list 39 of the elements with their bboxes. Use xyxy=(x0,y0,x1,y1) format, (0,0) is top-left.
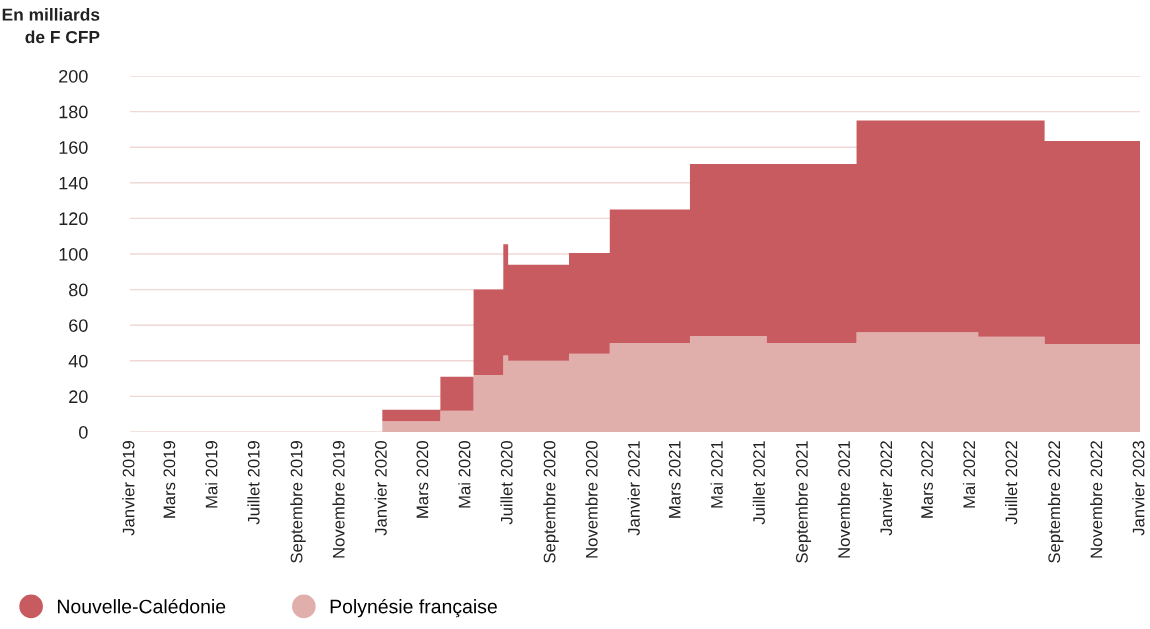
x-tick-label: Mai 2020 xyxy=(458,440,471,508)
x-tick-label: Janvier 2020 xyxy=(374,440,387,536)
y-tick-label: 60 xyxy=(69,319,88,332)
x-tick-label: Janvier 2022 xyxy=(879,441,893,536)
x-tick-label: Septembre 2020 xyxy=(543,440,559,563)
x-tick-label: Janvier 2023 xyxy=(1132,441,1145,536)
legend-label: Polynésie française xyxy=(330,598,497,618)
y-tick-label: 20 xyxy=(69,390,88,404)
x-tick-label: Septembre 2021 xyxy=(795,441,812,563)
y-tick-label: 100 xyxy=(59,247,88,261)
x-tick-label: Mai 2019 xyxy=(205,441,218,508)
x-tick-label: Mars 2022 xyxy=(921,441,933,518)
y-tick-label: 160 xyxy=(59,141,88,154)
x-tick-label: Juillet 2019 xyxy=(247,441,260,525)
x-tick-label: Septembre 2022 xyxy=(1047,441,1064,563)
y-axis-title: En milliards de F CFP xyxy=(2,8,100,44)
x-tick-label: Novembre 2021 xyxy=(837,441,850,558)
y-tick-label: 120 xyxy=(59,212,88,226)
x-tick-label: Novembre 2019 xyxy=(332,441,345,558)
x-tick-label: Juillet 2020 xyxy=(500,440,513,525)
x-tick-label: Septembre 2019 xyxy=(290,441,306,563)
x-tick-label: Janvier 2019 xyxy=(122,441,135,536)
y-tick-label: 40 xyxy=(68,354,88,368)
legend-label: Nouvelle-Calédonie xyxy=(57,598,226,614)
x-tick-label: Novembre 2022 xyxy=(1090,441,1103,558)
y-tick-label: 200 xyxy=(59,69,88,83)
x-tick-label: Mai 2021 xyxy=(710,441,723,508)
x-tick-label: Juillet 2021 xyxy=(752,441,765,525)
x-tick-label: Mai 2022 xyxy=(962,441,976,508)
y-tick-label: 80 xyxy=(69,283,88,297)
x-tick-label: Janvier 2021 xyxy=(627,441,640,536)
y-tick-label: 180 xyxy=(59,105,88,119)
x-tick-label: Mars 2020 xyxy=(416,440,429,518)
x-tick-label: Novembre 2020 xyxy=(585,440,598,558)
y-tick-label: 140 xyxy=(59,176,88,190)
y-tick-label: 0 xyxy=(79,425,88,439)
x-tick-label: Mars 2021 xyxy=(668,441,681,518)
x-tick-label: Juillet 2022 xyxy=(1005,441,1018,525)
x-tick-label: Mars 2019 xyxy=(163,441,176,518)
